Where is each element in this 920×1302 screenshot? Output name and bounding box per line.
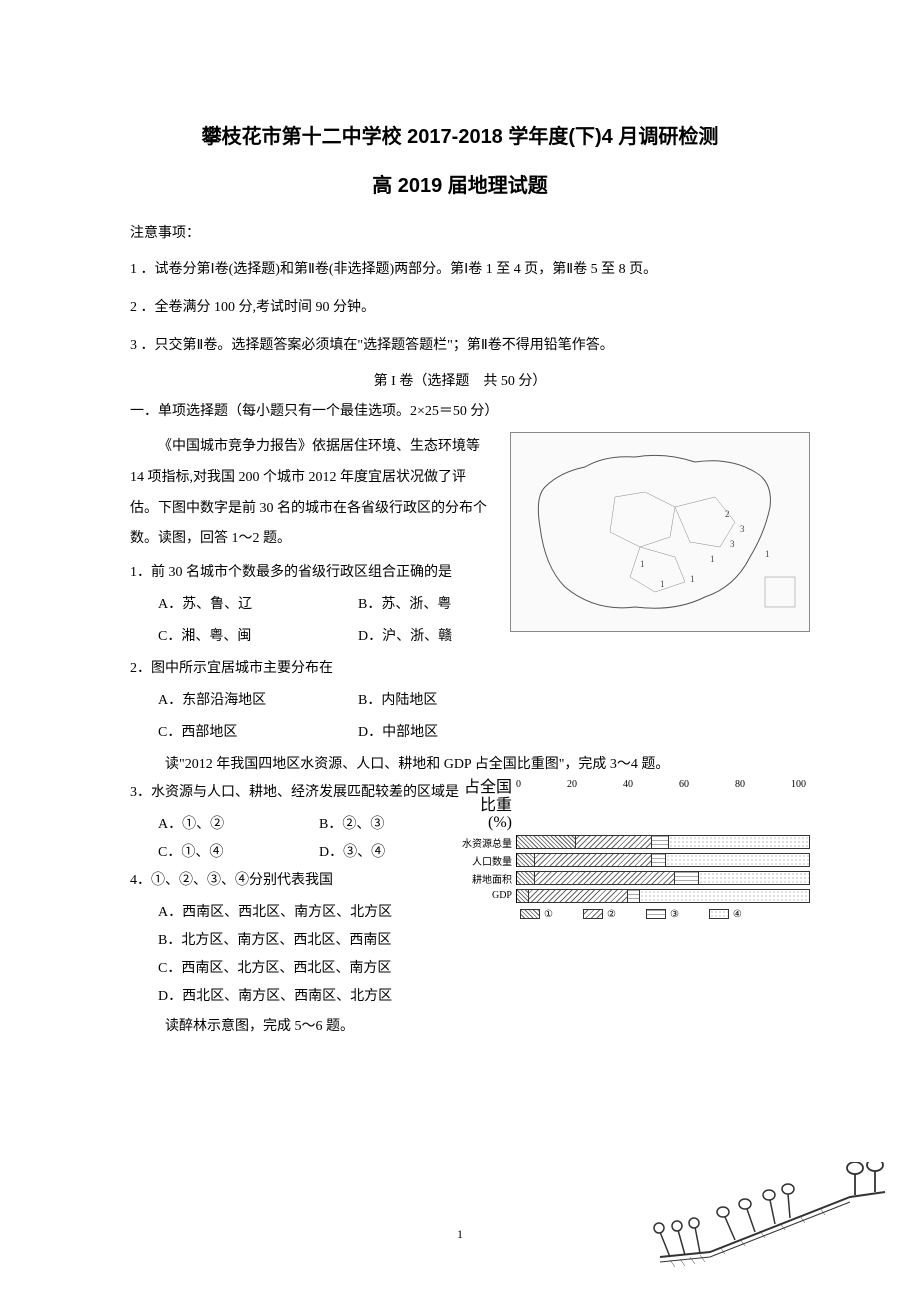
bar-seg-1-3 bbox=[666, 853, 810, 867]
section-1-title: 一．单项选择题（每小题只有一个最佳选项。2×25＝50 分） bbox=[130, 400, 790, 420]
passage-1: 《中国城市竞争力报告》依据居住环境、生态环境等 14 项指标,对我国 200 个… bbox=[130, 432, 490, 555]
stacked-bar-chart: 占全国比重 (%) 0 20 40 60 80 100 水资源总量人口数量耕地面… bbox=[460, 779, 810, 939]
xtick-4: 80 bbox=[735, 779, 745, 790]
legend-4: ④ bbox=[709, 909, 742, 920]
passage-3: 读醉林示意图，完成 5～6 题。 bbox=[130, 1013, 790, 1041]
bar-row-3: GDP bbox=[460, 889, 810, 903]
q4-opt-b: B．北方区、南方区、西北区、西南区 bbox=[130, 927, 480, 955]
drunken-forest-figure bbox=[650, 1162, 890, 1272]
q4-opt-a: A．西南区、西北区、南方区、北方区 bbox=[130, 899, 480, 927]
sub-title: 高 2019 届地理试题 bbox=[130, 169, 790, 198]
svg-text:1: 1 bbox=[690, 574, 695, 584]
map-svg: 2 3 3 1 1 1 1 1 bbox=[515, 437, 805, 627]
bar-seg-0-1 bbox=[576, 835, 652, 849]
bar-seg-3-0 bbox=[517, 889, 529, 903]
q3-stem: 3．水资源与人口、耕地、经济发展匹配较差的区域是 bbox=[130, 779, 480, 807]
q2-opt-a: A．东部沿海地区 bbox=[158, 687, 358, 715]
q2-opts-row2: C．西部地区 D．中部地区 bbox=[130, 719, 790, 747]
svg-text:1: 1 bbox=[765, 549, 770, 559]
q4-stem: 4．①、②、③、④分别代表我国 bbox=[130, 867, 480, 895]
bar-label-3: GDP bbox=[460, 890, 516, 901]
page-number: 1 bbox=[457, 1227, 463, 1242]
china-map-figure: 2 3 3 1 1 1 1 1 bbox=[510, 432, 810, 632]
legend-3: ③ bbox=[646, 909, 679, 920]
bar-seg-2-3 bbox=[699, 871, 810, 885]
bar-row-2: 耕地面积 bbox=[460, 871, 810, 886]
main-title: 攀枝花市第十二中学校 2017-2018 学年度(下)4 月调研检测 bbox=[130, 120, 790, 149]
notice-item-3: 3 ．只交第Ⅱ卷。选择题答案必须填在"选择题答题栏"；第Ⅱ卷不得用铅笔作答。 bbox=[130, 332, 790, 360]
bar-seg-3-3 bbox=[640, 889, 810, 903]
bar-row-1: 人口数量 bbox=[460, 853, 810, 868]
section-1-header: 第 I 卷（选择题 共 50 分） bbox=[130, 370, 790, 390]
x-axis: 0 20 40 60 80 100 bbox=[516, 779, 810, 790]
passage-1-block: 《中国城市竞争力报告》依据居住环境、生态环境等 14 项指标,对我国 200 个… bbox=[130, 432, 790, 555]
q4-opt-c: C．西南区、北方区、西北区、南方区 bbox=[130, 955, 480, 983]
svg-text:1: 1 bbox=[660, 579, 665, 589]
q2-stem: 2．图中所示宜居城市主要分布在 bbox=[130, 655, 790, 683]
bar-seg-2-2 bbox=[675, 871, 698, 885]
q3-opt-b: B．②、③ bbox=[319, 811, 480, 839]
svg-text:1: 1 bbox=[710, 554, 715, 564]
legend-4-label: ④ bbox=[733, 909, 742, 920]
xtick-2: 40 bbox=[623, 779, 633, 790]
bar-label-1: 人口数量 bbox=[460, 853, 516, 868]
xtick-1: 20 bbox=[567, 779, 577, 790]
legend-2-label: ② bbox=[607, 909, 616, 920]
bar-track-3 bbox=[516, 889, 810, 903]
q3-opt-a: A．①、② bbox=[158, 811, 319, 839]
notice-item-1: 1 ．试卷分第Ⅰ卷(选择题)和第Ⅱ卷(非选择题)两部分。第Ⅰ卷 1 至 4 页，… bbox=[130, 256, 790, 284]
legend-3-label: ③ bbox=[670, 909, 679, 920]
chart-legend: ① ② ③ ④ bbox=[460, 909, 810, 920]
xtick-0: 0 bbox=[516, 779, 521, 790]
bar-seg-3-2 bbox=[628, 889, 640, 903]
bar-row-0: 水资源总量 bbox=[460, 835, 810, 850]
bar-label-0: 水资源总量 bbox=[460, 835, 516, 850]
q4-opt-d: D．西北区、南方区、西南区、北方区 bbox=[130, 983, 480, 1011]
svg-text:3: 3 bbox=[740, 524, 745, 534]
q2-opts-row1: A．东部沿海地区 B．内陆地区 bbox=[130, 687, 790, 715]
bar-seg-3-1 bbox=[529, 889, 629, 903]
notice-item-2: 2 ．全卷满分 100 分,考试时间 90 分钟。 bbox=[130, 294, 790, 322]
bar-track-0 bbox=[516, 835, 810, 849]
q2-opt-b: B．内陆地区 bbox=[358, 687, 558, 715]
svg-text:2: 2 bbox=[725, 509, 730, 519]
q3-opts-row2: C．①、④ D．③、④ bbox=[130, 839, 480, 867]
svg-text:1: 1 bbox=[640, 559, 645, 569]
bar-track-2 bbox=[516, 871, 810, 885]
legend-1-label: ① bbox=[544, 909, 553, 920]
q3-opt-c: C．①、④ bbox=[158, 839, 319, 867]
bar-seg-1-2 bbox=[652, 853, 667, 867]
xtick-3: 60 bbox=[679, 779, 689, 790]
passage-2: 读"2012 年我国四地区水资源、人口、耕地和 GDP 占全国比重图"，完成 3… bbox=[130, 751, 790, 779]
q3-opts-row1: A．①、② B．②、③ bbox=[130, 811, 480, 839]
q1-opt-a: A．苏、鲁、辽 bbox=[158, 591, 358, 619]
q2-opt-d: D．中部地区 bbox=[358, 719, 558, 747]
svg-text:3: 3 bbox=[730, 539, 735, 549]
q2-opt-c: C．西部地区 bbox=[158, 719, 358, 747]
bar-seg-2-0 bbox=[517, 871, 535, 885]
legend-1: ① bbox=[520, 909, 553, 920]
bar-seg-0-0 bbox=[517, 835, 576, 849]
q3-opt-d: D．③、④ bbox=[319, 839, 480, 867]
bar-seg-2-1 bbox=[535, 871, 676, 885]
bar-seg-0-2 bbox=[652, 835, 670, 849]
xtick-5: 100 bbox=[791, 779, 806, 790]
y-axis-label: 占全国比重 (%) bbox=[460, 779, 516, 832]
bar-seg-1-0 bbox=[517, 853, 535, 867]
bar-label-2: 耕地面积 bbox=[460, 871, 516, 886]
bar-seg-0-3 bbox=[669, 835, 810, 849]
q1-opt-c: C．湘、粤、闽 bbox=[158, 623, 358, 651]
bar-track-1 bbox=[516, 853, 810, 867]
legend-2: ② bbox=[583, 909, 616, 920]
notice-header: 注意事项： bbox=[130, 222, 790, 242]
bar-seg-1-1 bbox=[535, 853, 652, 867]
chart-block: 3．水资源与人口、耕地、经济发展匹配较差的区域是 A．①、② B．②、③ C．①… bbox=[130, 779, 790, 1011]
